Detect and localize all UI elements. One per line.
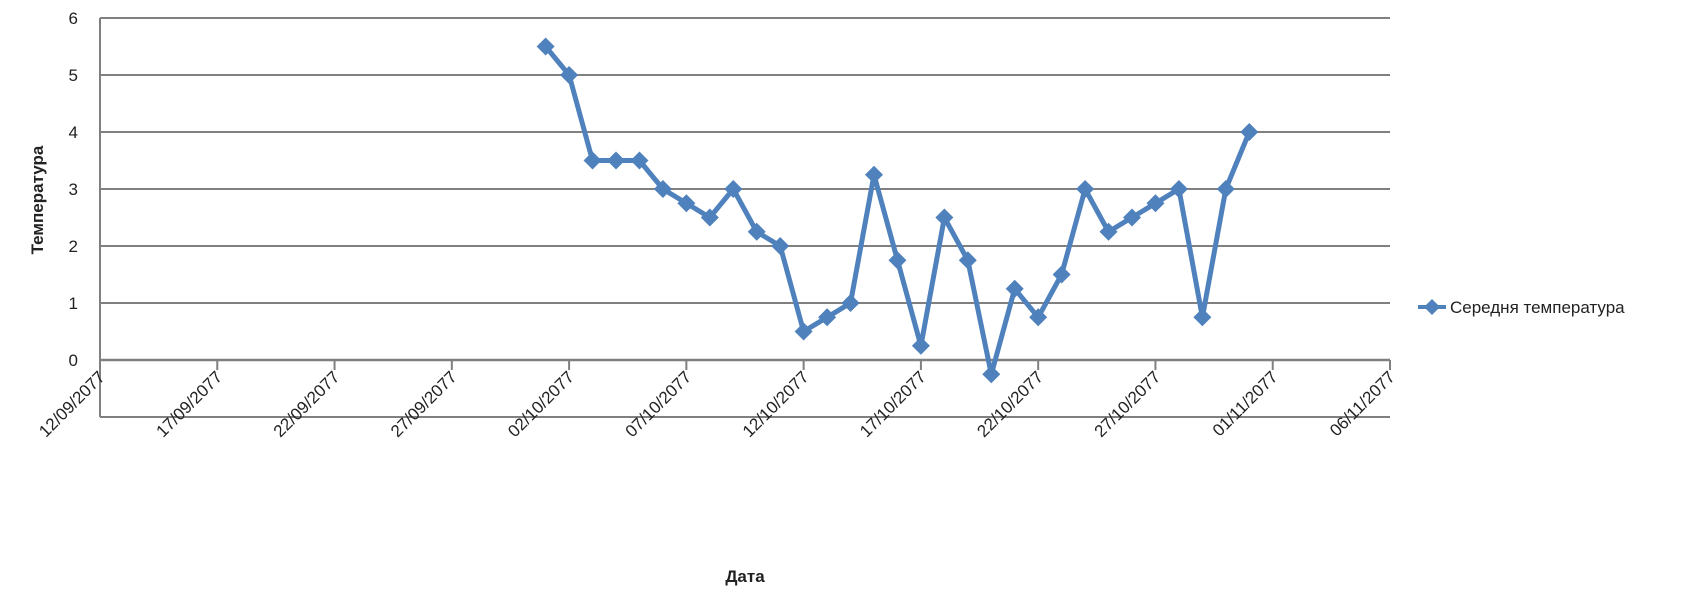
data-point-marker <box>677 194 696 213</box>
x-tick-label: 01/11/2077 <box>1209 367 1282 440</box>
data-point-marker <box>1216 180 1235 198</box>
y-tick-label: 1 <box>69 294 78 313</box>
x-tick-label: 27/10/2077 <box>1091 367 1165 441</box>
data-point-marker <box>1193 308 1212 327</box>
x-tick-labels: 12/09/2077 17/09/2077 22/09/2077 27/09/2077… <box>35 367 1399 441</box>
data-point-marker <box>771 237 790 255</box>
data-point-marker <box>888 251 907 270</box>
y-tick-label: 6 <box>69 9 78 28</box>
legend-label: Середня температура <box>1450 298 1625 317</box>
legend: Середня температура <box>1418 298 1625 317</box>
data-point-marker <box>1076 180 1095 198</box>
data-point-marker <box>630 151 649 170</box>
data-point-marker <box>653 180 672 198</box>
x-tick-label: 07/10/2077 <box>622 367 696 441</box>
data-point-marker <box>1052 265 1071 284</box>
y-tick-labels: 0 1 2 3 4 5 6 <box>69 9 78 370</box>
data-point-marker <box>1123 208 1141 227</box>
x-tick-label: 12/10/2077 <box>739 367 813 441</box>
y-tick-label: 5 <box>69 66 78 85</box>
data-point-marker <box>1169 180 1188 198</box>
series-line <box>543 44 1252 377</box>
legend-marker-icon <box>1424 299 1440 315</box>
data-point-marker <box>841 294 860 312</box>
y-tick-label: 0 <box>69 351 78 370</box>
data-point-marker <box>1240 123 1259 141</box>
y-tick-label: 2 <box>69 237 78 256</box>
data-point-marker <box>935 208 954 227</box>
data-point-marker <box>1099 222 1118 241</box>
y-tick-label: 3 <box>69 180 78 199</box>
axes <box>99 18 1391 417</box>
y-tick-label: 4 <box>69 123 78 142</box>
x-tick-label: 22/10/2077 <box>973 367 1047 441</box>
series-layer <box>536 37 1259 384</box>
data-point-marker <box>865 165 883 184</box>
data-point-marker <box>560 66 579 84</box>
data-point-marker <box>911 336 930 355</box>
x-tick-label: 17/10/2077 <box>856 367 930 441</box>
data-point-marker <box>747 222 766 241</box>
data-point-marker <box>536 37 555 56</box>
data-point-marker <box>1146 194 1165 213</box>
x-axis-label: Дата <box>725 567 765 586</box>
x-tick-label: 12/09/2077 <box>35 367 109 441</box>
y-axis-label: Температура <box>28 145 47 254</box>
data-point-marker <box>724 180 743 198</box>
data-point-marker <box>700 208 719 227</box>
x-tick-label: 02/10/2077 <box>504 367 578 441</box>
data-point-marker <box>1005 279 1024 298</box>
data-point-marker <box>794 322 813 341</box>
x-tick-label: 17/09/2077 <box>152 367 226 441</box>
data-point-marker <box>982 365 1001 384</box>
data-point-marker <box>607 151 625 170</box>
x-tick-label: 06/11/2077 <box>1326 367 1399 440</box>
data-point-marker <box>958 251 977 270</box>
x-tick-label: 27/09/2077 <box>387 367 461 441</box>
data-point-marker <box>818 308 837 327</box>
grid-lines <box>100 17 1390 418</box>
data-point-marker <box>1029 308 1048 327</box>
data-point-marker <box>583 151 602 170</box>
x-tick-label: 22/09/2077 <box>270 367 344 441</box>
